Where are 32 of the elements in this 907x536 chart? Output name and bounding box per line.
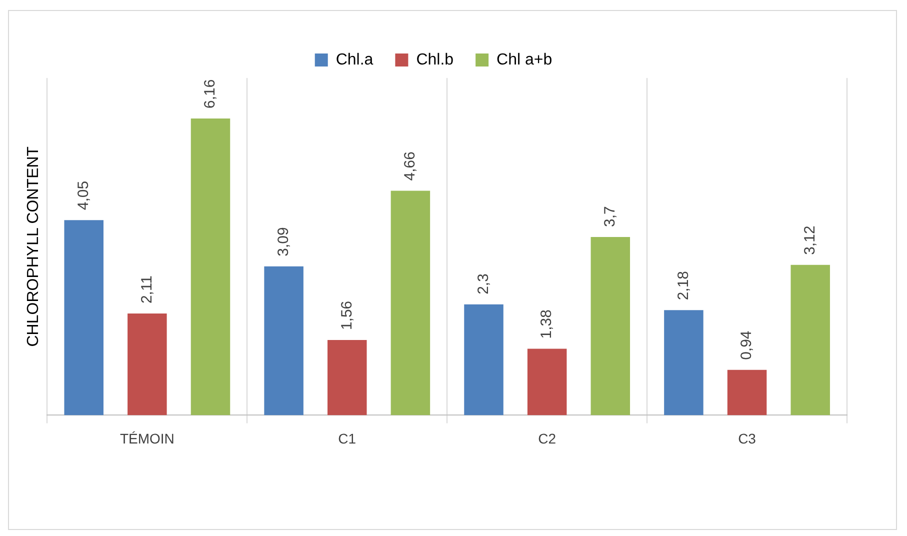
x-tick-label: C1	[338, 430, 356, 446]
bar	[790, 264, 830, 416]
bar	[527, 348, 567, 416]
bar	[128, 314, 167, 416]
data-label: 4,05	[75, 180, 92, 210]
data-label: 2,3	[474, 274, 492, 294]
legend-label: Chl.b	[416, 51, 454, 68]
bar	[464, 304, 504, 416]
data-label: 2,18	[674, 270, 692, 300]
bar	[664, 310, 704, 416]
x-tick-label: C3	[738, 430, 756, 446]
bar	[390, 190, 430, 416]
x-tick-label: C2	[538, 430, 556, 446]
bar	[64, 220, 104, 416]
bar	[264, 266, 304, 416]
data-label: 3,12	[801, 226, 818, 255]
data-label: 1,56	[338, 300, 356, 330]
bar	[590, 236, 630, 416]
y-axis-title: CHLOROPHYLL CONTENT	[25, 146, 42, 347]
x-tick-label: TÉMOIN	[120, 430, 174, 446]
data-label: 6,16	[202, 79, 219, 108]
data-label: 3,7	[602, 206, 619, 227]
data-label: 0,94	[738, 330, 756, 360]
data-label: 3,09	[274, 227, 292, 256]
legend-label: Chl a+b	[496, 51, 552, 68]
data-label: 2,11	[138, 275, 156, 304]
bar	[327, 340, 367, 416]
legend-label: Chl.a	[336, 51, 374, 68]
bar	[190, 118, 230, 416]
data-label: 4,66	[402, 152, 419, 181]
bar	[727, 370, 767, 416]
data-label: 1,38	[538, 310, 556, 339]
